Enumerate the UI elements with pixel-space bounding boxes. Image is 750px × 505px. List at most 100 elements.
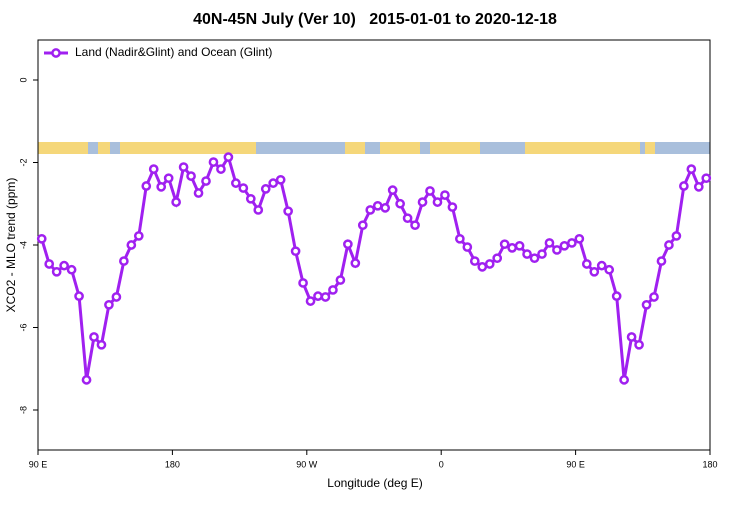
x-tick-label: 0 [439, 459, 444, 469]
data-point [656, 256, 667, 266]
data-point [51, 266, 62, 277]
plot-frame [37, 39, 711, 451]
data-point [440, 190, 450, 200]
x-tick-label: 180 [165, 459, 180, 469]
data-point [298, 278, 308, 288]
data-point [268, 178, 279, 188]
data-point [462, 242, 473, 252]
data-point [380, 203, 391, 213]
data-point [634, 339, 644, 350]
data-point [320, 292, 331, 302]
data-point [679, 181, 689, 191]
data-point [223, 152, 234, 162]
data-point [365, 205, 376, 215]
data-point [193, 188, 204, 198]
data-point [290, 246, 301, 257]
data-point [238, 183, 249, 193]
data-point [253, 205, 264, 215]
data-point [574, 233, 585, 244]
data-point [544, 238, 555, 248]
data-point [335, 275, 346, 285]
data-point [96, 339, 107, 350]
legend-label: Land (Nadir&Glint) and Ocean (Glint) [75, 45, 272, 59]
data-point [552, 245, 562, 255]
data-point [260, 184, 271, 194]
data-point [343, 239, 353, 250]
data-point [59, 260, 69, 271]
data-point [133, 231, 144, 241]
y-tick-label: -8 [18, 406, 28, 414]
x-tick-label: 90 E [29, 459, 48, 469]
data-point [275, 174, 286, 185]
data-point [350, 258, 361, 268]
data-point [537, 249, 547, 259]
data-point [402, 213, 413, 224]
x-axis-label: Longitude (deg E) [327, 476, 422, 490]
data-point [111, 292, 122, 302]
data-point [313, 291, 323, 301]
x-tick-label: 180 [702, 459, 717, 469]
data-point [477, 262, 488, 272]
data-point [231, 178, 241, 188]
data-point [141, 181, 152, 191]
data-point [44, 259, 55, 269]
data-point [156, 181, 167, 192]
data-point [178, 162, 189, 172]
data-point [619, 375, 629, 385]
data-point [104, 299, 114, 310]
x-tick-label: 90 W [296, 459, 318, 469]
data-point [81, 375, 92, 385]
data-point [89, 332, 99, 342]
legend: Land (Nadir&Glint) and Ocean (Glint) [44, 45, 272, 59]
data-point [469, 256, 480, 266]
y-tick-label: -6 [18, 323, 28, 331]
data-point [484, 259, 495, 269]
data-point [387, 185, 398, 195]
land-ocean-strip [38, 142, 710, 154]
y-axis-label: XCO2 - MLO trend (ppm) [4, 178, 18, 313]
data-point [186, 171, 196, 181]
data-point [201, 176, 211, 186]
data-point [66, 264, 77, 275]
data-point [701, 173, 712, 184]
data-point [372, 200, 383, 211]
data-point [455, 233, 465, 244]
data-point [671, 231, 682, 241]
data-point [611, 291, 622, 301]
data-point [163, 173, 174, 184]
data-point [559, 240, 570, 251]
y-tick-label: -2 [18, 158, 28, 166]
data-point [425, 186, 435, 196]
y-tick-label: -4 [18, 241, 28, 249]
data-point [328, 285, 338, 295]
data-point [581, 259, 592, 269]
data-point [686, 164, 697, 174]
x-tick-label: 90 E [566, 459, 585, 469]
data-point [507, 243, 517, 253]
legend-marker [51, 48, 61, 58]
data-point [641, 299, 652, 310]
data-point [417, 197, 428, 207]
data-point [74, 291, 84, 301]
y-tick-label: 0 [18, 78, 28, 83]
data-point [148, 164, 159, 174]
data-point [36, 233, 47, 244]
data-point [208, 157, 219, 167]
data-point [514, 240, 525, 251]
data-point [126, 240, 137, 250]
data-point [492, 253, 503, 264]
data-point [529, 253, 540, 264]
data-point [119, 256, 129, 266]
data-point [357, 220, 368, 231]
data-point [596, 260, 607, 271]
data-point [447, 202, 458, 212]
data-point [604, 264, 615, 275]
data-point [522, 249, 532, 259]
data-point [432, 197, 443, 207]
data-point [693, 181, 704, 192]
data-point [305, 296, 316, 306]
data-point [664, 240, 674, 250]
data-point [626, 332, 637, 342]
data-point [649, 292, 659, 302]
